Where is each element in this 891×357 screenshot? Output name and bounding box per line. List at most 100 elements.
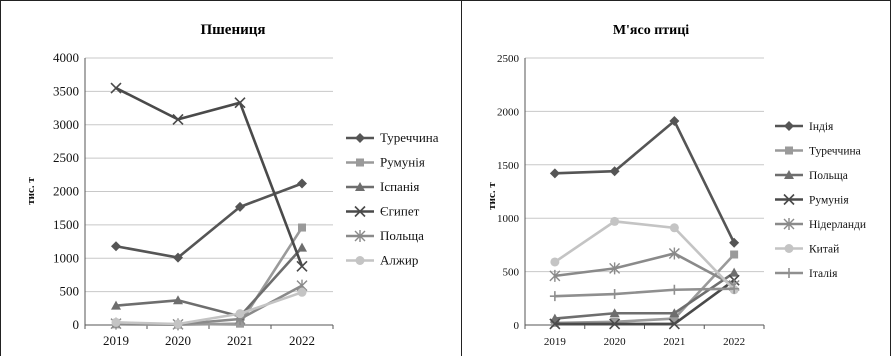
series-Нідерланди [549, 247, 740, 292]
data-point [549, 168, 560, 179]
y-tick-label: 2000 [497, 106, 520, 118]
series-Румунія [549, 274, 740, 330]
x-tick-label: 2019 [544, 336, 567, 348]
legend-marker [354, 230, 366, 242]
y-tick-label: 1500 [53, 217, 79, 232]
data-point [730, 250, 739, 259]
wheat-chart: Пшениця тис. т 0 500 1000 1500 2000 2500 3000 3… [25, 22, 439, 348]
y-tick-label: 3500 [53, 83, 79, 98]
legend-marker [784, 244, 794, 253]
series-Іспанія [111, 242, 307, 321]
y-tick-label: 4000 [53, 50, 79, 65]
legend-marker [354, 205, 366, 218]
y-axis-label: тис. т [25, 177, 37, 205]
legend-label: Польща [380, 228, 424, 243]
y-tick-label: 0 [73, 317, 80, 332]
legend-item: Італія [775, 268, 838, 280]
x-tick-label: 2020 [165, 333, 191, 348]
data-point [669, 116, 680, 127]
data-point [669, 308, 680, 318]
y-tick-label: 1500 [497, 160, 520, 172]
x-tick-label: 2022 [723, 336, 745, 348]
y-axis-label: тис. т [486, 182, 498, 210]
poultry-chart: М'ясо птиці тис. т 0 500 1000 1500 2000 2500 2… [486, 23, 866, 348]
legend-marker [356, 158, 364, 167]
y-tick-label: 2000 [53, 184, 79, 199]
legend-label: Іспанія [380, 179, 419, 194]
legend-label: Румунія [809, 195, 849, 207]
legend-item: Польща [346, 228, 424, 243]
data-point [610, 317, 619, 326]
data-point [609, 308, 620, 318]
data-point [549, 269, 561, 282]
series-Алжир [111, 287, 307, 329]
data-point [669, 284, 680, 295]
legend-item: Туреччина [346, 130, 439, 145]
legend-marker [783, 218, 795, 230]
legend-label: Єгипет [380, 204, 420, 219]
series-Італія [549, 283, 740, 302]
data-point [669, 223, 679, 233]
data-point [549, 291, 560, 302]
data-point [111, 241, 121, 252]
series-line [554, 271, 735, 320]
series-Єгипет [110, 82, 308, 272]
y-tick-label: 500 [60, 284, 80, 299]
data-point [609, 289, 620, 300]
data-point [172, 113, 184, 125]
y-tick-label: 0 [514, 320, 520, 332]
wheat-chart-panel: Пшениця тис. т 0 500 1000 1500 2000 2500 3000 3… [0, 0, 462, 356]
series-line [115, 86, 304, 267]
data-point [297, 242, 307, 252]
legend-label: Італія [809, 268, 838, 280]
legend-marker [355, 182, 365, 191]
legend-label: Туреччина [809, 146, 861, 158]
data-point [609, 318, 621, 330]
legend-label: Туреччина [380, 130, 439, 145]
legend-item: Румунія [775, 193, 849, 207]
data-point [610, 216, 620, 226]
series-line [554, 287, 735, 298]
legend-marker [783, 193, 795, 206]
series-line [115, 182, 303, 259]
data-point [609, 166, 620, 177]
legend-marker [355, 256, 365, 265]
poultry-chart-panel: М'ясо птиці тис. т 0 500 1000 1500 2000 2500 2… [462, 0, 891, 356]
legend-item: Румунія [346, 155, 425, 170]
legend-marker [785, 146, 793, 155]
data-point [729, 237, 740, 248]
data-point [173, 295, 183, 305]
legend-marker [784, 170, 794, 179]
y-tick-label: 2500 [497, 53, 520, 65]
series-line [554, 118, 736, 244]
legend-item: Іспанія [346, 179, 419, 194]
legend-item: Індія [775, 121, 834, 133]
data-point [549, 318, 561, 330]
data-point [297, 178, 307, 189]
data-point [729, 267, 740, 277]
data-point [668, 318, 680, 330]
legend-label: Алжир [380, 253, 418, 268]
legend-item: Нідерланди [775, 218, 866, 231]
series-line [115, 291, 303, 326]
legend-label: Нідерланди [809, 219, 866, 231]
series-line [554, 220, 736, 291]
chart-title: М'ясо птиці [613, 23, 689, 38]
legend-marker [355, 133, 365, 143]
chart-title: Пшениця [200, 22, 265, 38]
x-tick-label: 2020 [604, 336, 627, 348]
legend-item: Алжир [346, 253, 418, 268]
data-point [173, 252, 183, 263]
data-point [296, 260, 308, 272]
y-tick-label: 1000 [497, 213, 520, 225]
legend-item: Єгипет [346, 204, 420, 219]
legend-marker [784, 121, 794, 131]
series-Туреччина [111, 178, 307, 263]
legend-label: Польща [809, 170, 848, 182]
data-point [298, 223, 306, 232]
x-tick-label: 2021 [227, 333, 253, 348]
data-point [111, 317, 121, 327]
legend-item: Туреччина [775, 146, 861, 158]
series-line [554, 253, 736, 325]
y-tick-label: 2500 [53, 150, 79, 165]
